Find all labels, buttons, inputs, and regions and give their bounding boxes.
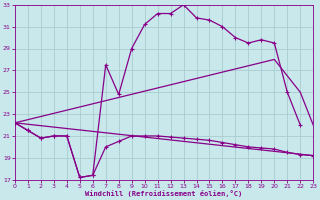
X-axis label: Windchill (Refroidissement éolien,°C): Windchill (Refroidissement éolien,°C)	[85, 190, 243, 197]
